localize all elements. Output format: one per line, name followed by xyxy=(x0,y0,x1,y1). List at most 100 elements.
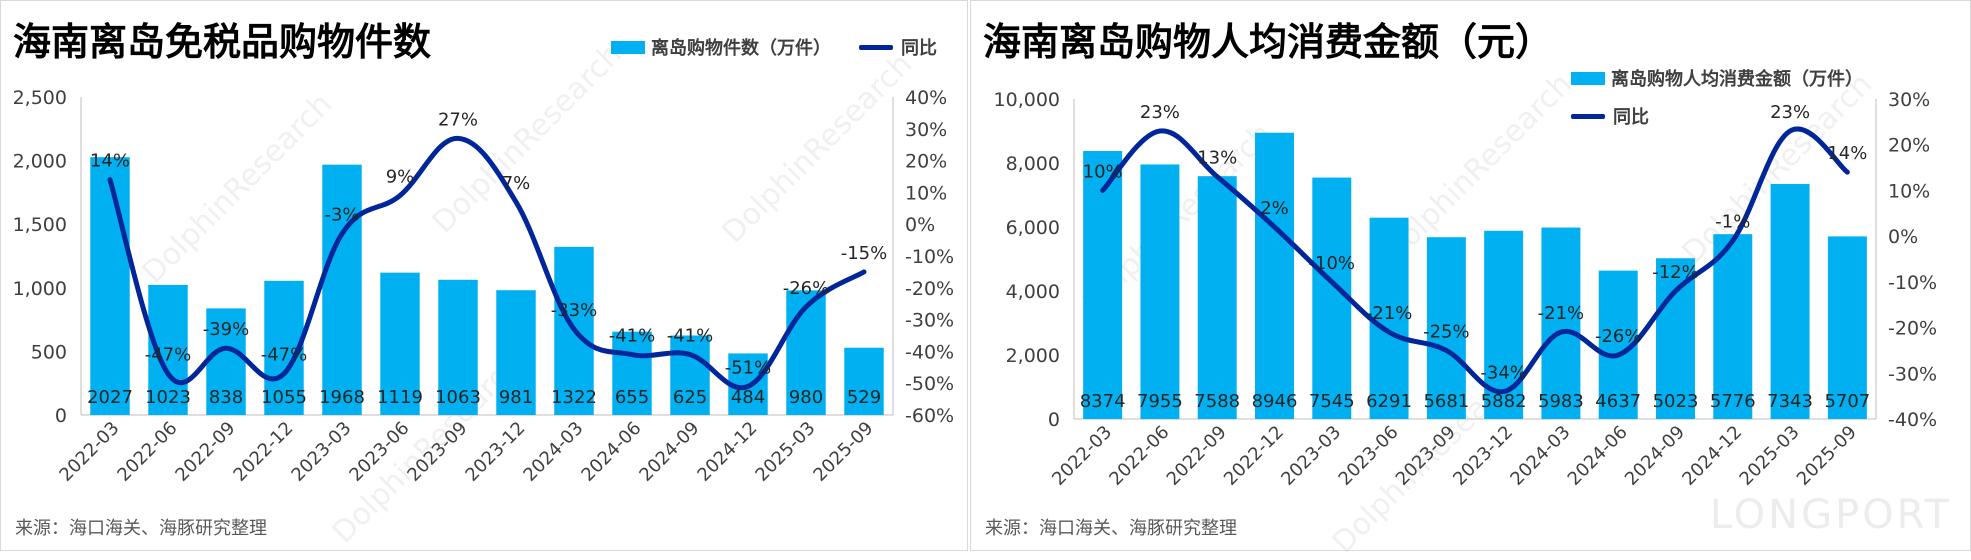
legend-item-bar: 离岛购物件数（万件） xyxy=(611,34,831,60)
bar-value-label: 655 xyxy=(615,387,649,408)
bar xyxy=(380,272,420,415)
line-value-label: 23% xyxy=(1140,102,1180,123)
bar xyxy=(1312,177,1352,419)
series-line-yoy xyxy=(1100,126,1850,395)
bar-value-label: 2027 xyxy=(87,387,133,408)
legend-label: 同比 xyxy=(1613,107,1649,128)
bar xyxy=(90,157,130,416)
line-value-label: 2% xyxy=(1260,198,1289,219)
x-tick-label: 2022-03 xyxy=(1048,422,1116,490)
line-value-label: 14% xyxy=(90,151,130,172)
bar-value-label: 529 xyxy=(847,387,881,408)
y2-tick-label: -40% xyxy=(1888,409,1937,431)
x-tick-label: 2024-09 xyxy=(1621,422,1689,490)
bar-value-label: 4637 xyxy=(1595,391,1641,412)
y2-tick-label: -60% xyxy=(905,405,954,427)
y2-tick-label: -20% xyxy=(905,278,954,300)
y2-tick-label: 40% xyxy=(905,87,947,109)
bar-value-label: 5023 xyxy=(1653,391,1699,412)
bar-value-label: 7588 xyxy=(1194,391,1240,412)
bar xyxy=(1426,237,1466,419)
bar xyxy=(786,290,826,415)
chart-panel-purchase-count: DolphinResearch DolphinResearch DolphinR… xyxy=(0,0,968,551)
legend-line-swatch xyxy=(859,44,893,50)
legend-line-swatch xyxy=(1571,113,1605,119)
bar xyxy=(322,164,362,415)
bar-value-label: 5983 xyxy=(1538,391,1584,412)
line-value-label: 7% xyxy=(502,173,531,194)
y2-tick-label: -40% xyxy=(905,341,954,363)
x-tick-label: 2024-03 xyxy=(519,418,587,486)
x-tick-label: 2023-03 xyxy=(1277,422,1345,490)
chart-legend: 离岛购物人均消费金额（万件） 同比 xyxy=(1571,65,1863,129)
y2-tick-label: 0% xyxy=(1888,226,1918,248)
line-value-label: -21% xyxy=(1538,303,1585,324)
brand-watermark: LONGPORT xyxy=(1709,492,1952,538)
y2-tick-label: -10% xyxy=(905,246,954,268)
line-value-label: -10% xyxy=(1309,253,1356,274)
y-tick-label: 2,500 xyxy=(13,87,67,109)
line-value-label: 10% xyxy=(1083,161,1123,182)
legend-label: 离岛购物人均消费金额（万件） xyxy=(1611,69,1863,90)
line-value-label: 13% xyxy=(1197,148,1237,169)
x-tick-label: 2023-12 xyxy=(1449,422,1517,490)
legend-label: 同比 xyxy=(901,38,937,59)
bar xyxy=(206,308,246,415)
x-tick-label: 2024-09 xyxy=(635,418,703,486)
legend-label: 离岛购物件数（万件） xyxy=(651,38,831,59)
x-tick-label: 2025-09 xyxy=(809,418,877,486)
y2-tick-label: 10% xyxy=(905,182,947,204)
x-tick-label: 2023-09 xyxy=(1392,422,1460,490)
chart-title: 海南离岛购物人均消费金额（元） xyxy=(983,20,1554,64)
bar xyxy=(1770,184,1810,419)
bar-value-label: 1055 xyxy=(261,387,307,408)
chart-legend: 离岛购物件数（万件） 同比 xyxy=(611,34,937,60)
y2-tick-label: -20% xyxy=(1888,318,1937,340)
bar xyxy=(1656,258,1695,419)
bar-value-label: 5681 xyxy=(1423,391,1469,412)
bar-value-label: 5882 xyxy=(1481,391,1527,412)
x-tick-label: 2023-06 xyxy=(1335,422,1403,490)
x-tick-label: 2024-12 xyxy=(693,418,761,486)
bar-value-label: 1322 xyxy=(551,387,597,408)
x-tick-label: 2023-12 xyxy=(461,418,529,486)
bar xyxy=(1197,176,1237,419)
line-value-label: 23% xyxy=(1770,102,1810,123)
x-tick-label: 2025-03 xyxy=(751,418,819,486)
line-value-label: -15% xyxy=(841,243,888,264)
bar-value-label: 838 xyxy=(209,387,243,408)
x-tick-label: 2022-06 xyxy=(113,418,181,486)
y2-tick-label: 0% xyxy=(905,214,935,236)
x-tick-label: 2022-12 xyxy=(229,418,297,486)
source-note: 来源：海口海关、海豚研究整理 xyxy=(985,518,1237,539)
y-tick-label: 2,000 xyxy=(13,151,67,173)
bar-value-label: 7545 xyxy=(1309,391,1355,412)
x-tick-label: 2022-06 xyxy=(1105,422,1173,490)
y2-tick-label: 10% xyxy=(1888,180,1930,202)
y2-tick-label: -30% xyxy=(905,310,954,332)
bar xyxy=(1083,151,1123,420)
bar xyxy=(612,331,652,415)
bar-value-label: 1023 xyxy=(145,387,191,408)
line-value-label: -41% xyxy=(609,326,656,347)
legend-item-line: 同比 xyxy=(1571,103,1863,129)
legend-item-line: 同比 xyxy=(859,34,937,60)
y-tick-label: 2,000 xyxy=(1006,345,1060,367)
bar xyxy=(1369,217,1409,419)
line-value-label: -1% xyxy=(1715,212,1750,233)
bar-value-label: 5707 xyxy=(1824,391,1870,412)
line-value-label: 14% xyxy=(1827,143,1867,164)
y-tick-label: 500 xyxy=(31,341,67,363)
y-tick-label: 6,000 xyxy=(1006,217,1060,239)
legend-item-bar: 离岛购物人均消费金额（万件） xyxy=(1571,65,1863,91)
y-tick-label: 0 xyxy=(1048,409,1060,431)
chart-canvas: 0 2,000 4,000 6,000 8,000 10,000 -40% -30% -20% -… xyxy=(994,89,1938,490)
line-value-label: -39% xyxy=(203,319,250,340)
bar xyxy=(1255,132,1294,419)
legend-bar-swatch xyxy=(611,40,645,54)
x-tick-label: 2024-06 xyxy=(577,418,645,486)
bar-value-label: 8374 xyxy=(1080,391,1126,412)
line-value-label: 9% xyxy=(386,167,415,188)
y2-tick-label: -10% xyxy=(1888,272,1937,294)
bar-value-label: 7343 xyxy=(1767,391,1813,412)
